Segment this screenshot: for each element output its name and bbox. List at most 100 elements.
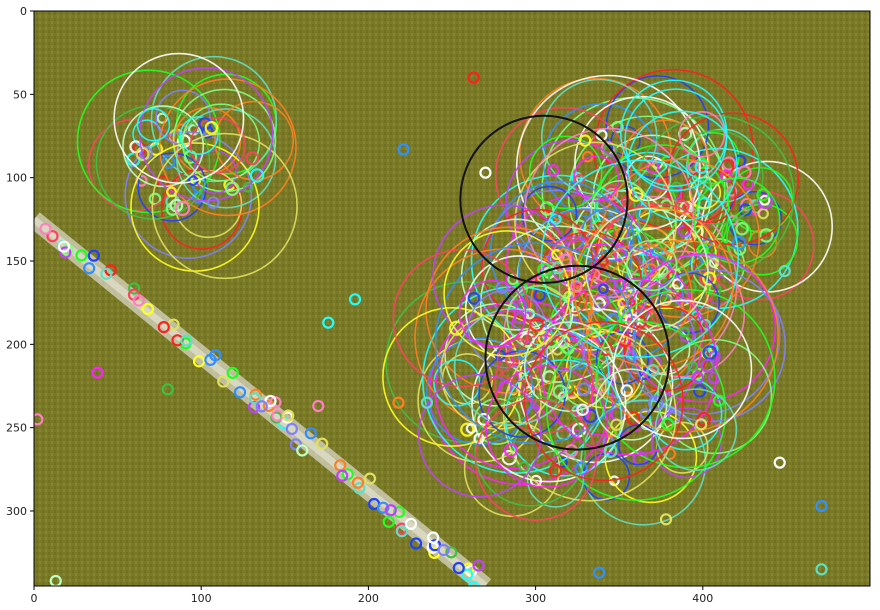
keypoint-circle [171, 334, 184, 347]
keypoint-circle [420, 396, 434, 409]
keypoint-circle [404, 517, 418, 530]
y-tick-label: 100 [6, 172, 27, 185]
keypoint-circle [467, 71, 480, 84]
keypoint-circle [778, 264, 791, 278]
keypoint-circle [348, 293, 362, 306]
keypoint-circle [596, 288, 776, 469]
keypoint-circle [351, 476, 365, 489]
keypoint-circle [135, 146, 150, 162]
keypoint-circle [137, 152, 207, 222]
keypoint-circle [678, 326, 690, 338]
keypoint-circle [598, 283, 609, 295]
keypoint-circle [667, 409, 682, 423]
keypoint-circle [528, 135, 603, 210]
keypoint-circle [141, 302, 155, 316]
keypoint-circle [521, 185, 578, 242]
keypoint-circle [233, 386, 247, 399]
keypoint-circle [282, 409, 295, 422]
keypoint-circle [336, 469, 349, 482]
keypoint-circle [691, 371, 704, 384]
keypoint-circle [136, 107, 171, 142]
keypoint-circle [620, 384, 634, 398]
keypoint-circle [474, 394, 587, 507]
keypoint-circle [427, 531, 440, 544]
keypoint-circle [165, 202, 180, 216]
keypoint-circle [472, 559, 485, 572]
keypoint-circle [661, 417, 675, 431]
keypoint-circle [39, 222, 52, 235]
keypoint-circle [200, 125, 214, 139]
keypoint-circle [605, 75, 710, 179]
keypoint-circle [59, 246, 72, 259]
keypoint-circle [659, 513, 673, 526]
keypoint-circle [91, 366, 104, 379]
scattered-keypoints [34, 71, 828, 586]
y-tick-label: 0 [20, 5, 27, 18]
keypoint-circle [161, 383, 174, 396]
keypoint-circle [694, 159, 709, 174]
keypoint-circle [596, 151, 701, 256]
keypoint-circle [612, 299, 753, 440]
keypoint-circle [569, 280, 583, 293]
x-tick-label: 200 [358, 592, 379, 605]
y-tick-label: 200 [6, 338, 27, 351]
keypoint-circle [756, 188, 770, 202]
y-axis: 0 50 100 150 200 250 300 [6, 5, 34, 518]
keypoint-circle [183, 150, 198, 164]
keypoint-circle [628, 187, 644, 202]
keypoint-circle [76, 69, 221, 214]
keypoint-circle [815, 563, 828, 576]
keypoint-circle [458, 279, 527, 348]
keypoint-circle [735, 222, 749, 236]
keypoint-circle [34, 413, 44, 426]
keypoint-circle [316, 437, 329, 450]
keypoint-circle [573, 155, 620, 202]
keypoint-circle [678, 110, 726, 158]
keypoint-circle [731, 235, 747, 251]
keypoint-circle [161, 155, 176, 170]
keypoint-circle [496, 338, 541, 383]
keypoint-circle [696, 412, 712, 427]
x-tick-label: 100 [191, 592, 212, 605]
keypoint-circle [206, 196, 220, 209]
keypoint-circle [708, 350, 721, 363]
keypoint-circle [548, 463, 563, 478]
keypoint-circle [515, 74, 701, 260]
keypoint-circle [204, 121, 219, 135]
keypoint-circle [473, 432, 485, 445]
keypoint-circle [680, 298, 695, 313]
keypoint-circle [445, 546, 458, 559]
keypoint-circle [437, 543, 450, 557]
keypoint-circle [564, 444, 579, 458]
keypoint-circle [179, 116, 219, 155]
x-axis: 0 100 200 300 400 [31, 586, 713, 605]
plot-frame [33, 10, 871, 587]
line-keypoints [39, 222, 485, 586]
keypoint-circle [312, 399, 325, 413]
keypoint-circle [584, 207, 709, 332]
keypoint-circle [593, 566, 606, 579]
keypoint-circle [417, 373, 542, 498]
keypoint-circle [393, 505, 406, 519]
y-tick-label: 150 [6, 255, 27, 268]
keypoint-circle [151, 132, 298, 280]
keypoint-circle [180, 334, 193, 347]
keypoint-circle [757, 207, 769, 220]
keypoint-circle [245, 151, 260, 166]
keypoint-circle [174, 200, 191, 217]
keypoint-circle [377, 501, 390, 514]
keypoint-circle [681, 169, 737, 224]
keypoint-circle [128, 282, 141, 295]
keypoint-circle [552, 384, 568, 400]
keypoint-circle [46, 230, 59, 243]
keypoint-circle [671, 278, 684, 291]
keypoint-circle [546, 164, 560, 177]
keypoint-circle [467, 580, 480, 586]
keypoint-circle [191, 191, 205, 204]
keypoint-circle [242, 181, 254, 193]
keypoint-circle [289, 438, 302, 451]
x-tick-label: 300 [525, 592, 546, 605]
black-keypoint-circle [484, 264, 671, 451]
keypoint-circle [647, 395, 664, 411]
keypoint-circle [461, 568, 474, 581]
